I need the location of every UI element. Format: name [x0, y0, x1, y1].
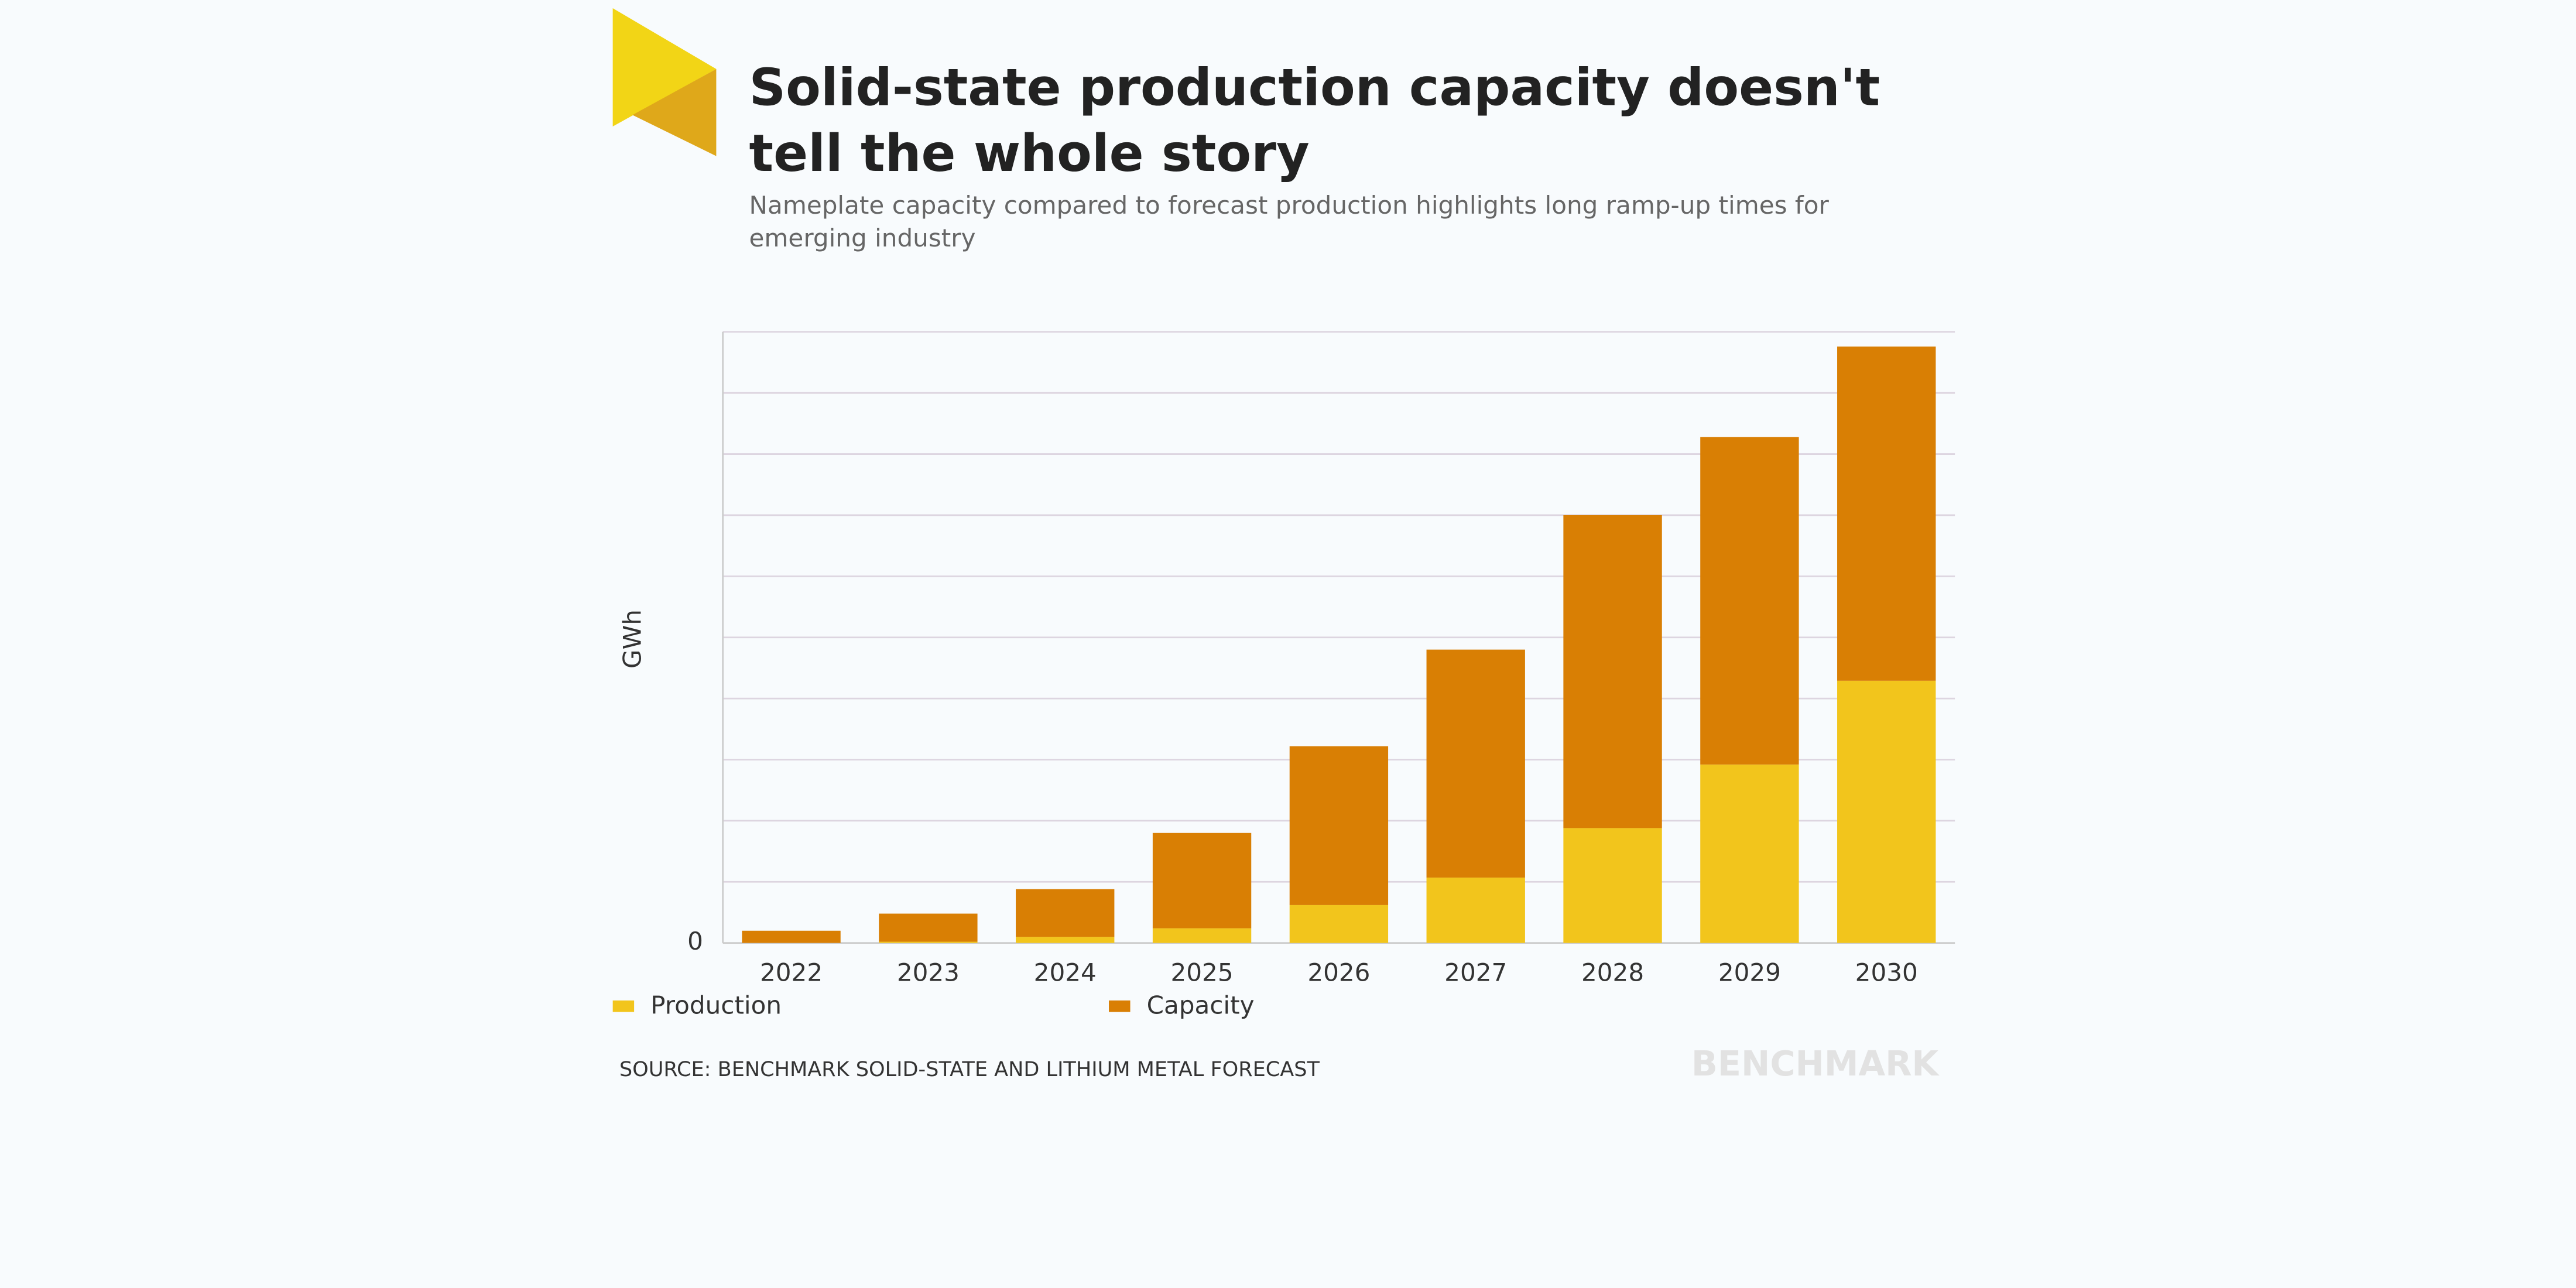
chart-title: Solid-state production capacity doesn't …: [749, 59, 1880, 184]
brand-logo: BENCHMARK: [1691, 1043, 1940, 1084]
legend-label: Capacity: [1147, 991, 1255, 1020]
y-axis-label: GWh: [618, 609, 647, 669]
legend-swatch: [1109, 1000, 1131, 1012]
bar-segment: [1152, 928, 1252, 943]
bar-segment: [1016, 937, 1115, 943]
bar-segment: [879, 913, 978, 942]
bar-segment: [1289, 746, 1389, 905]
bar-segment: [1426, 877, 1525, 943]
bar-segment: [1563, 828, 1662, 943]
bar-segment: [1700, 437, 1799, 765]
chart-subtitle: Nameplate capacity compared to forecast …: [749, 190, 1829, 254]
legend-swatch: [612, 1000, 635, 1012]
bar-segment: [1563, 515, 1662, 828]
x-tick-label: 2030: [1855, 958, 1918, 986]
x-tick-label: 2025: [1171, 958, 1234, 986]
bar-segment: [1426, 649, 1525, 878]
bar-segment: [1152, 833, 1252, 929]
bar-segment: [1016, 889, 1115, 937]
x-tick-label: 2028: [1581, 958, 1644, 986]
x-tick-label: 2022: [760, 958, 823, 986]
bar-segment: [1837, 346, 1936, 681]
bar-segment: [1289, 905, 1389, 943]
bar-segment: [1837, 680, 1936, 943]
x-tick-label: 2026: [1307, 958, 1370, 986]
legend-label: Production: [650, 991, 782, 1020]
x-tick-label: 2024: [1034, 958, 1097, 986]
x-tick-label: 2023: [897, 958, 960, 986]
x-tick-label: 2027: [1444, 958, 1507, 986]
logo: [632, 68, 717, 156]
bar-segment: [742, 930, 841, 943]
logo: [612, 8, 717, 127]
bar-segment: [879, 941, 978, 943]
source-note: SOURCE: BENCHMARK SOLID-STATE AND LITHIU…: [619, 1056, 1320, 1081]
bar-segment: [1700, 764, 1799, 943]
y-tick-label: 0: [687, 927, 703, 955]
x-tick-label: 2029: [1718, 958, 1781, 986]
